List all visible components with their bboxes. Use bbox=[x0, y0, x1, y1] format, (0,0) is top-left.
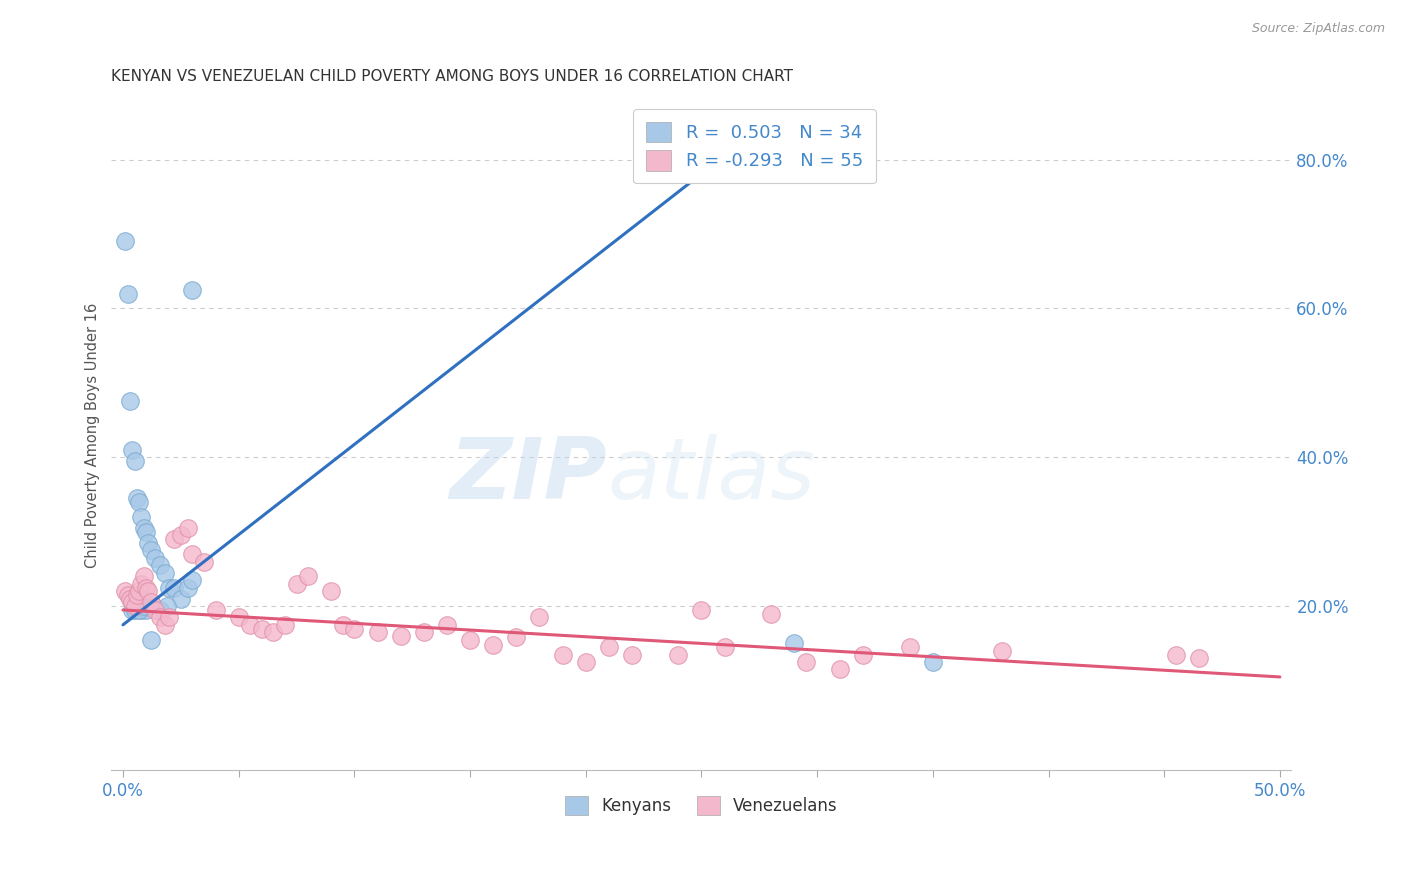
Point bbox=[598, 640, 620, 655]
Point bbox=[153, 566, 176, 580]
Point bbox=[145, 603, 167, 617]
Point bbox=[921, 655, 943, 669]
Point bbox=[759, 607, 782, 621]
Point bbox=[274, 617, 297, 632]
Point bbox=[181, 547, 204, 561]
Point bbox=[153, 617, 176, 632]
Text: KENYAN VS VENEZUELAN CHILD POVERTY AMONG BOYS UNDER 16 CORRELATION CHART: KENYAN VS VENEZUELAN CHILD POVERTY AMONG… bbox=[111, 69, 793, 84]
Point bbox=[157, 610, 180, 624]
Point bbox=[121, 595, 143, 609]
Point bbox=[204, 603, 226, 617]
Point bbox=[366, 625, 388, 640]
Point bbox=[575, 655, 598, 669]
Point bbox=[156, 599, 179, 614]
Text: Source: ZipAtlas.com: Source: ZipAtlas.com bbox=[1251, 22, 1385, 36]
Point bbox=[131, 577, 153, 591]
Point bbox=[321, 584, 343, 599]
Point bbox=[898, 640, 921, 655]
Point bbox=[794, 655, 817, 669]
Point bbox=[131, 509, 153, 524]
Point bbox=[193, 555, 215, 569]
Y-axis label: Child Poverty Among Boys Under 16: Child Poverty Among Boys Under 16 bbox=[86, 302, 100, 567]
Point bbox=[121, 442, 143, 457]
Point bbox=[239, 617, 262, 632]
Point bbox=[128, 495, 150, 509]
Point bbox=[343, 622, 366, 636]
Point bbox=[852, 648, 875, 662]
Point bbox=[389, 629, 412, 643]
Point bbox=[181, 573, 204, 587]
Point bbox=[177, 521, 200, 535]
Point bbox=[125, 588, 148, 602]
Text: ZIP: ZIP bbox=[450, 434, 607, 516]
Point bbox=[139, 595, 162, 609]
Point bbox=[135, 581, 157, 595]
Point bbox=[139, 632, 162, 647]
Point bbox=[713, 640, 735, 655]
Point bbox=[125, 491, 148, 506]
Point bbox=[163, 532, 186, 546]
Point bbox=[157, 581, 180, 595]
Point bbox=[118, 591, 141, 606]
Point bbox=[458, 632, 481, 647]
Point bbox=[297, 569, 319, 583]
Point bbox=[128, 584, 150, 599]
Legend: Kenyans, Venezuelans: Kenyans, Venezuelans bbox=[558, 789, 845, 822]
Text: atlas: atlas bbox=[607, 434, 815, 516]
Point bbox=[228, 610, 250, 624]
Point bbox=[117, 588, 139, 602]
Point bbox=[170, 528, 193, 542]
Point bbox=[124, 454, 146, 468]
Point bbox=[621, 648, 644, 662]
Point bbox=[250, 622, 273, 636]
Point bbox=[138, 536, 160, 550]
Point bbox=[332, 617, 354, 632]
Point bbox=[142, 599, 165, 614]
Point bbox=[132, 521, 155, 535]
Point bbox=[1164, 648, 1187, 662]
Point bbox=[551, 648, 574, 662]
Point bbox=[1188, 651, 1211, 665]
Point bbox=[163, 581, 186, 595]
Point bbox=[149, 603, 172, 617]
Point bbox=[114, 235, 136, 249]
Point bbox=[138, 584, 160, 599]
Point bbox=[690, 603, 713, 617]
Point bbox=[505, 631, 527, 645]
Point bbox=[262, 625, 284, 640]
Point bbox=[666, 648, 689, 662]
Point bbox=[482, 638, 505, 652]
Point bbox=[117, 286, 139, 301]
Point bbox=[436, 617, 458, 632]
Point bbox=[139, 543, 162, 558]
Point bbox=[132, 599, 155, 614]
Point bbox=[830, 663, 852, 677]
Point bbox=[412, 625, 434, 640]
Point bbox=[135, 603, 157, 617]
Point bbox=[149, 558, 172, 573]
Point bbox=[125, 599, 148, 614]
Point bbox=[135, 524, 157, 539]
Point bbox=[132, 569, 155, 583]
Point bbox=[114, 584, 136, 599]
Point bbox=[124, 599, 146, 614]
Point bbox=[128, 603, 150, 617]
Point bbox=[170, 591, 193, 606]
Point bbox=[991, 644, 1014, 658]
Point bbox=[529, 610, 551, 624]
Point bbox=[145, 550, 167, 565]
Point bbox=[124, 603, 146, 617]
Point bbox=[149, 610, 172, 624]
Point bbox=[121, 603, 143, 617]
Point bbox=[783, 636, 806, 650]
Point bbox=[285, 577, 308, 591]
Point bbox=[131, 603, 153, 617]
Point bbox=[177, 581, 200, 595]
Point bbox=[181, 283, 204, 297]
Point bbox=[118, 394, 141, 409]
